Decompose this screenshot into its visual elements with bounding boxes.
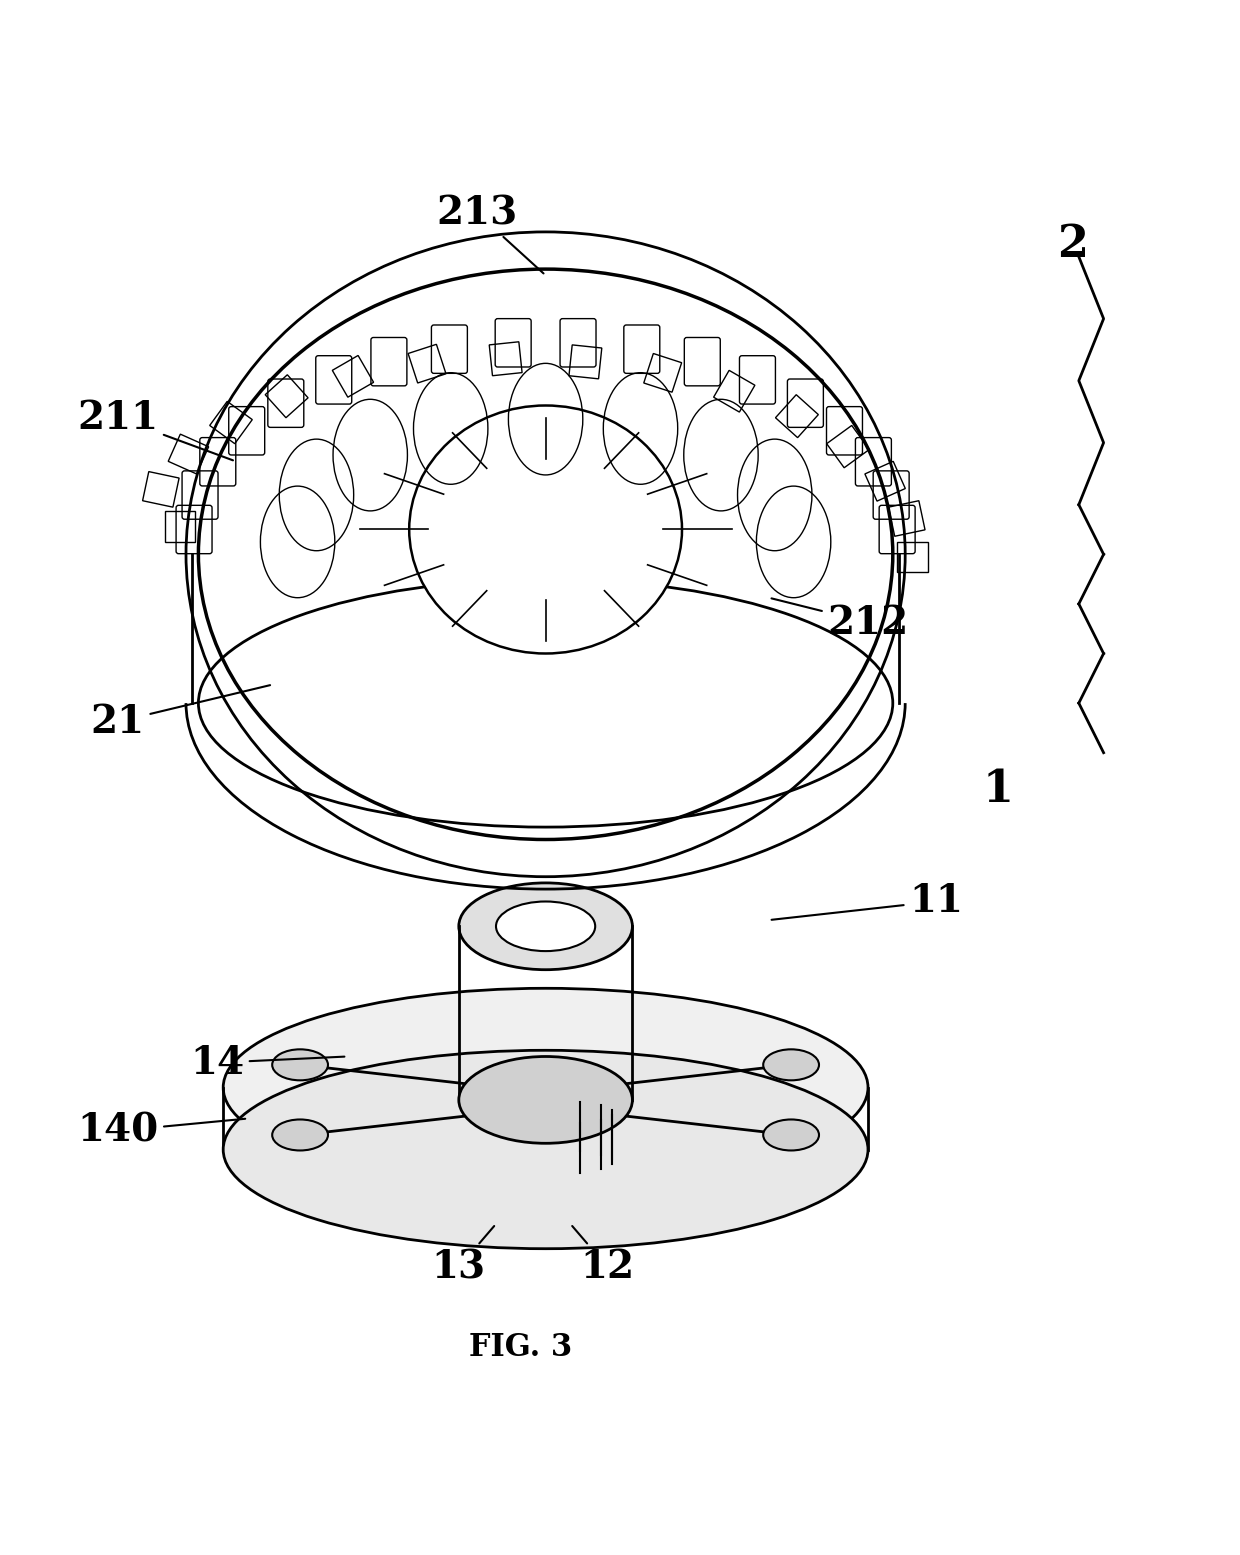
Text: 21: 21	[91, 686, 270, 740]
Text: 140: 140	[77, 1112, 246, 1149]
Bar	[332, 356, 373, 397]
Bar	[165, 512, 195, 541]
Bar	[210, 401, 252, 443]
Text: 14: 14	[190, 1043, 345, 1082]
Bar	[644, 353, 682, 392]
Bar	[775, 395, 818, 437]
Ellipse shape	[223, 1050, 868, 1249]
Text: 211: 211	[77, 400, 233, 460]
Text: 213: 213	[436, 194, 543, 274]
Ellipse shape	[459, 883, 632, 970]
Bar	[897, 541, 928, 572]
Ellipse shape	[409, 406, 682, 653]
Bar	[143, 471, 179, 507]
Ellipse shape	[763, 1120, 818, 1151]
Ellipse shape	[223, 989, 868, 1186]
Text: 12: 12	[572, 1225, 635, 1286]
Ellipse shape	[459, 1056, 632, 1143]
Text: FIG. 3: FIG. 3	[469, 1333, 573, 1364]
Bar	[408, 344, 446, 383]
Text: 1: 1	[983, 768, 1013, 812]
Bar	[490, 342, 522, 376]
Ellipse shape	[763, 1050, 818, 1081]
Bar	[713, 370, 755, 412]
Text: 13: 13	[432, 1225, 495, 1286]
Bar	[265, 375, 308, 418]
Ellipse shape	[273, 1050, 329, 1081]
Bar	[889, 501, 925, 536]
Text: 11: 11	[771, 883, 963, 921]
Bar	[169, 434, 208, 474]
Text: 2: 2	[1056, 222, 1089, 266]
Text: 212: 212	[771, 599, 909, 642]
Bar	[827, 426, 869, 468]
Bar	[864, 462, 905, 501]
Bar	[569, 345, 601, 379]
Ellipse shape	[496, 902, 595, 952]
Ellipse shape	[273, 1120, 329, 1151]
